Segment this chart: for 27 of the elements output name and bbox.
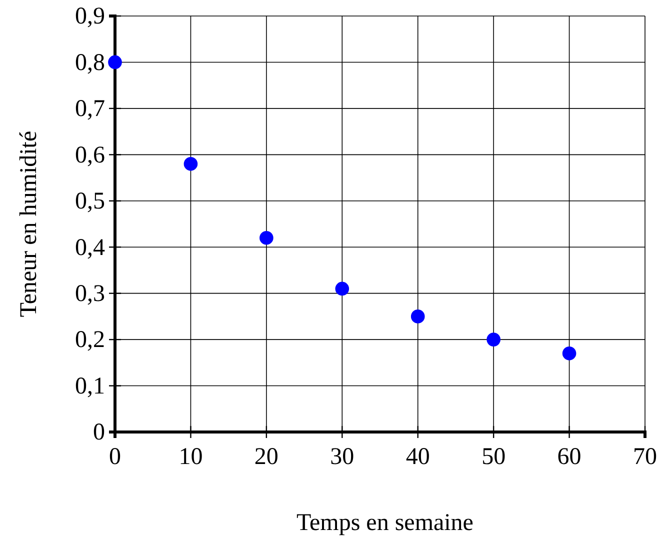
y-tick-label: 0,7	[75, 96, 105, 122]
y-tick-label: 0,6	[75, 142, 105, 168]
x-tick-label: 30	[330, 444, 354, 470]
point	[260, 230, 274, 245]
x-tick-label: 10	[178, 444, 203, 470]
y-tick-label: 0	[93, 420, 105, 446]
point	[410, 310, 425, 324]
x-tick-label: 60	[557, 444, 582, 470]
y-axis-title: Teneur en humidité	[16, 130, 42, 318]
x-tick-label: 40	[406, 444, 430, 470]
y-tick-label: 0,3	[75, 281, 105, 308]
y-tick-label: 0,1	[75, 373, 105, 400]
x-tick-label: 70	[633, 444, 657, 470]
point	[562, 346, 576, 360]
y-tick-label: 0,8	[75, 50, 105, 76]
point	[486, 332, 500, 346]
y-tick-label: 0,4	[75, 234, 105, 261]
y-tick-label: 0,5	[75, 188, 105, 215]
x-tick-label: 0	[109, 444, 121, 470]
y-tick-label: 0,2	[75, 327, 105, 354]
y-tick-label: 0,9	[75, 4, 105, 30]
point	[184, 157, 198, 171]
point	[335, 282, 350, 296]
x-tick-label: 20	[254, 444, 278, 470]
x-tick-label: 50	[482, 444, 506, 470]
x-axis-title: Temps en semaine	[296, 510, 474, 536]
point	[108, 55, 122, 70]
